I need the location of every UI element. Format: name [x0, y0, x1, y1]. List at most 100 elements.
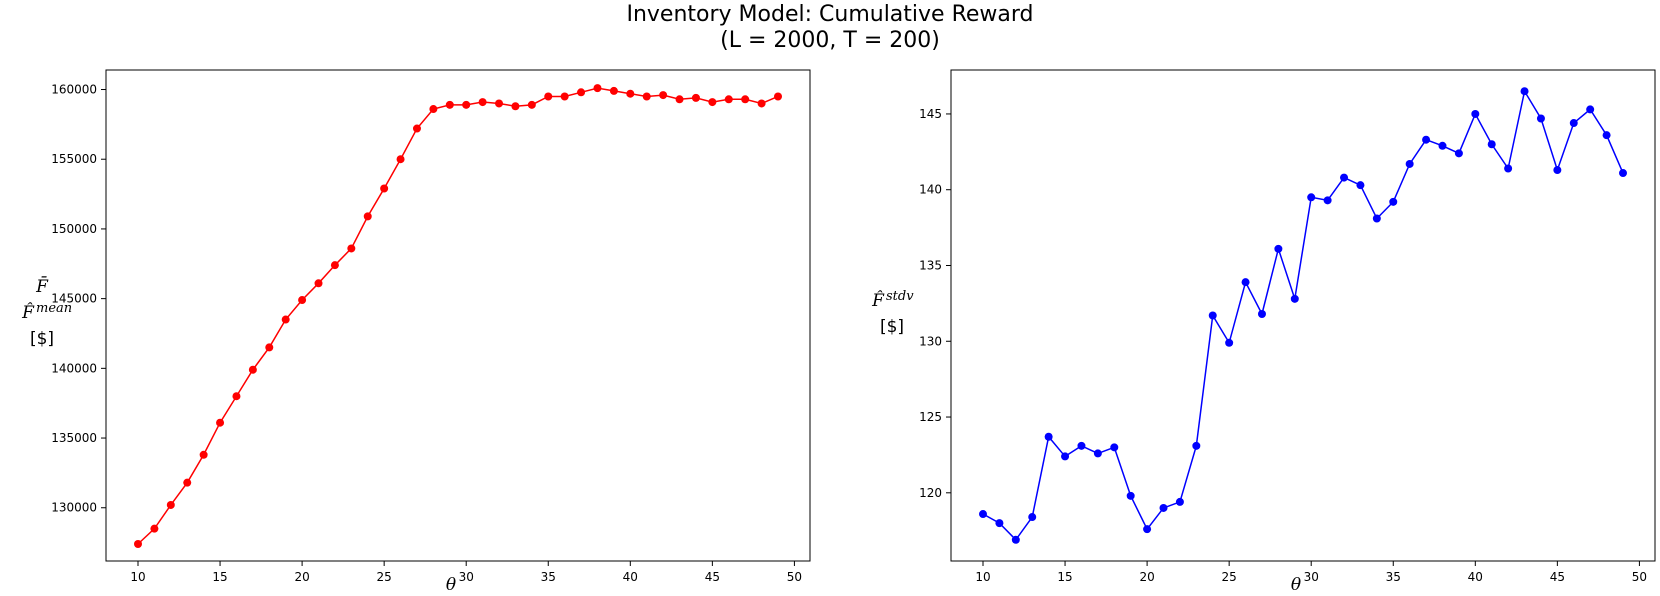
data-point — [1011, 535, 1020, 544]
y-tick-label: 120 — [919, 486, 942, 500]
data-point — [1192, 441, 1201, 450]
data-point — [134, 539, 142, 548]
data-point — [774, 92, 782, 101]
figure-title-line1: Inventory Model: Cumulative Reward — [626, 2, 1034, 27]
y-tick-label: 130000 — [51, 501, 97, 515]
data-point — [1487, 140, 1496, 149]
data-point — [995, 519, 1004, 528]
y-axis-label-superscript: stdv — [886, 289, 914, 304]
x-axis-label: θ — [446, 575, 456, 595]
data-point — [281, 315, 290, 324]
data-point — [380, 184, 389, 193]
data-point — [1175, 497, 1184, 506]
y-tick-label: 150000 — [51, 222, 97, 236]
data-point — [363, 212, 372, 221]
data-point — [1257, 309, 1266, 318]
data-point — [577, 88, 586, 97]
x-tick-label: 25 — [1222, 570, 1237, 584]
y-axis-label-symbol: F̂ — [871, 291, 885, 311]
data-point — [314, 279, 323, 288]
y-axis-label-unit: [$] — [30, 329, 54, 349]
data-point — [1323, 196, 1332, 205]
data-point — [609, 86, 618, 95]
data-point — [265, 343, 274, 352]
stdv-reward-chart: 10 15 20 25 30 35 40 45 50 120 125 130 135 140 145 θ F̂ s… — [871, 69, 1656, 595]
data-point — [495, 99, 504, 108]
data-point — [1307, 193, 1316, 202]
data-point — [1438, 141, 1447, 150]
y-axis-label-symbol: F̂ — [21, 303, 35, 323]
x-tick-label: 45 — [1550, 570, 1565, 584]
x-tick-label: 50 — [787, 570, 802, 584]
data-point — [527, 100, 536, 109]
data-point — [248, 365, 257, 374]
data-point — [478, 98, 487, 107]
data-point — [1553, 166, 1562, 175]
data-point — [724, 95, 733, 104]
data-point — [445, 100, 454, 109]
data-point — [166, 500, 175, 509]
x-tick-label: 20 — [1139, 570, 1154, 584]
data-point — [1225, 338, 1234, 347]
data-point — [298, 296, 307, 305]
data-point — [1586, 105, 1595, 114]
y-axis-label-unit: [$] — [880, 317, 904, 337]
data-point — [462, 100, 471, 109]
data-point — [396, 155, 405, 164]
mean-reward-chart: 10 15 20 25 30 35 40 45 50 130000 135000 140000 1450… — [21, 69, 811, 595]
data-point — [1372, 214, 1381, 223]
data-point — [216, 418, 225, 427]
x-tick-label: 10 — [975, 570, 990, 584]
x-tick-label: 30 — [1304, 570, 1319, 584]
data-point — [1110, 443, 1119, 452]
data-point — [1208, 311, 1217, 320]
data-point — [232, 392, 241, 401]
y-tick-label: 130 — [919, 334, 942, 348]
x-tick-label: 40 — [1468, 570, 1483, 584]
data-point — [1093, 449, 1102, 458]
y-tick-label: 140 — [919, 183, 942, 197]
data-point — [1422, 135, 1431, 144]
data-point — [412, 124, 421, 133]
data-point — [1471, 109, 1480, 118]
series-line — [137, 87, 779, 545]
data-point — [183, 478, 192, 487]
data-point — [1520, 87, 1529, 96]
data-point — [511, 102, 520, 111]
data-point — [757, 99, 766, 108]
data-point — [1044, 432, 1053, 441]
y-tick-label: 145 — [919, 107, 942, 121]
y-tick-label: 160000 — [51, 83, 97, 97]
data-point — [708, 98, 717, 107]
plot-frame — [105, 69, 811, 562]
data-point — [741, 95, 750, 104]
x-tick-label: 15 — [212, 570, 227, 584]
x-tick-label: 30 — [459, 570, 474, 584]
y-axis-label-superscript: mean — [36, 301, 72, 316]
y-tick-label: 140000 — [51, 361, 97, 375]
x-tick-label: 45 — [705, 570, 720, 584]
plot-frame — [950, 69, 1656, 562]
data-point — [1290, 294, 1299, 303]
series-line — [982, 89, 1624, 541]
data-point — [1356, 181, 1365, 190]
data-point — [979, 510, 987, 519]
data-point — [593, 84, 602, 93]
data-point — [1619, 169, 1627, 178]
data-point — [1274, 244, 1283, 253]
data-point — [199, 450, 208, 459]
data-point — [1241, 278, 1250, 287]
x-tick-label: 50 — [1632, 570, 1647, 584]
x-tick-label: 35 — [541, 570, 556, 584]
data-point — [1143, 525, 1152, 534]
x-tick-label: 25 — [377, 570, 392, 584]
data-point — [330, 261, 339, 270]
data-point — [626, 89, 635, 98]
y-tick-label: 135 — [919, 258, 942, 272]
x-tick-label: 20 — [294, 570, 309, 584]
y-tick-label: 125 — [919, 410, 942, 424]
data-point — [429, 105, 438, 114]
data-point — [1028, 513, 1037, 522]
data-point — [1504, 164, 1513, 173]
